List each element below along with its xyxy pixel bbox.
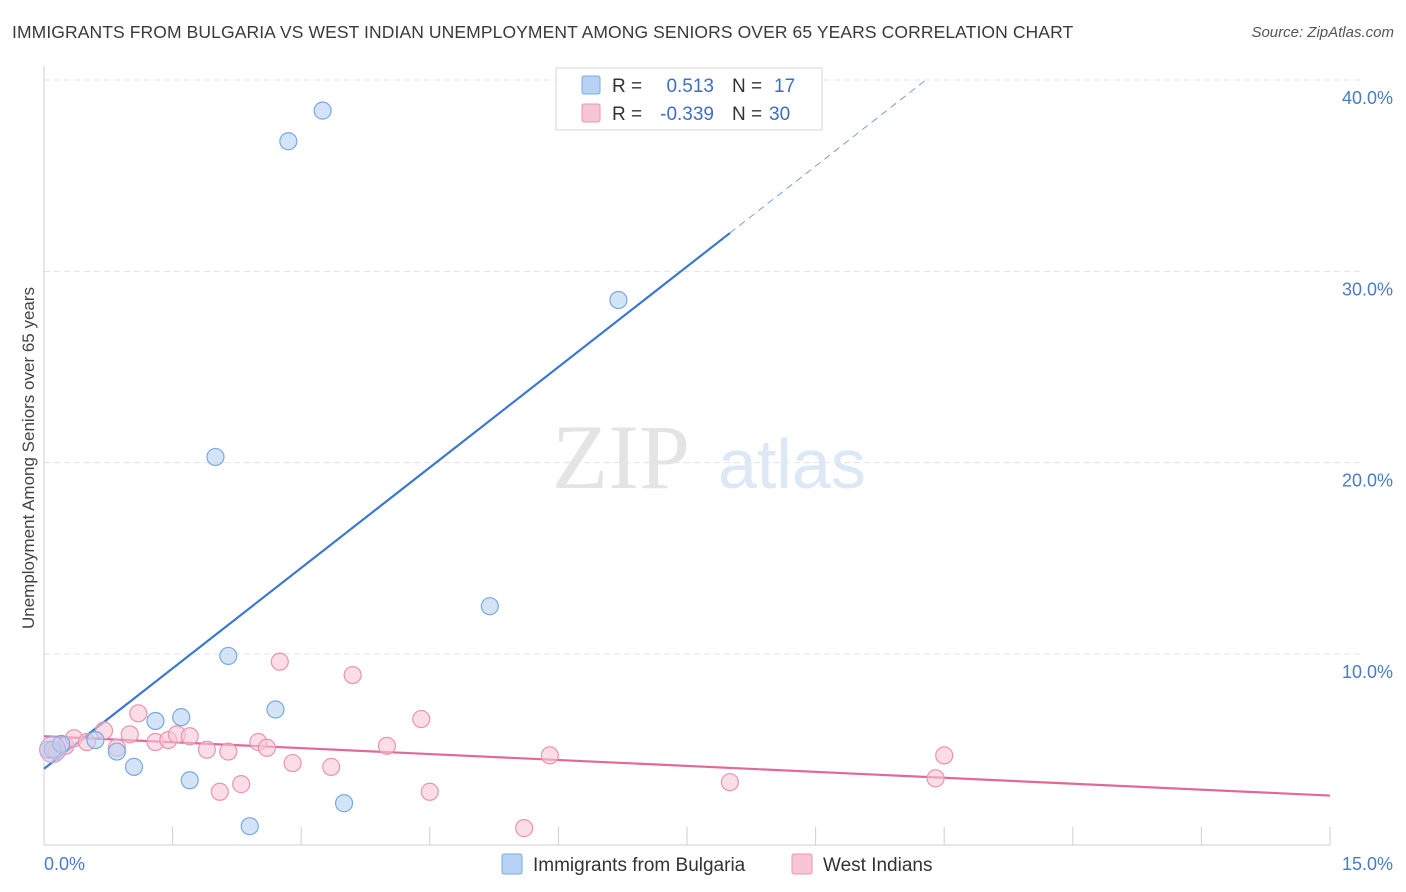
point-bulgaria-12 — [279, 132, 298, 151]
x-tick-label-0: 0.0% — [44, 854, 85, 874]
chart-title: IMMIGRANTS FROM BULGARIA VS WEST INDIAN … — [12, 22, 1074, 42]
watermark: ZIP atlas — [552, 406, 866, 508]
point-west-indians-8 — [129, 704, 148, 723]
legend-swatch-pink — [581, 103, 601, 123]
legend-n-label-1: N = — [732, 76, 762, 97]
watermark-atlas: atlas — [718, 425, 866, 503]
point-west-indians-13 — [197, 740, 216, 759]
watermark-zip: ZIP — [552, 406, 690, 508]
point-west-indians-15 — [219, 742, 238, 761]
point-west-indians-27 — [540, 746, 559, 765]
series-legend-label-blue: Immigrants from Bulgaria — [533, 855, 746, 876]
point-west-indians-20 — [270, 652, 289, 671]
point-bulgaria-10 — [240, 817, 259, 836]
point-bulgaria-16 — [609, 290, 628, 310]
legend-n-value-2: 30 — [769, 104, 790, 125]
legend-n-value-1: 17 — [774, 76, 795, 97]
series-legend-swatch-pink — [791, 853, 813, 875]
point-west-indians-19 — [283, 753, 302, 773]
point-bulgaria-3 — [107, 742, 126, 761]
point-west-indians-12 — [180, 727, 199, 746]
series-legend-swatch-blue — [501, 853, 523, 875]
point-west-indians-26 — [515, 819, 534, 838]
point-west-indians-16 — [232, 775, 251, 794]
series-legend: Immigrants from Bulgaria West Indians — [501, 853, 932, 876]
point-bulgaria-11 — [266, 700, 285, 719]
point-bulgaria-7 — [180, 771, 199, 790]
tick-labels: 10.0% 20.0% 30.0% 40.0% 0.0% 15.0% — [44, 88, 1393, 874]
y-tick-label-1: 20.0% — [1342, 471, 1393, 491]
point-bulgaria-4 — [124, 757, 144, 776]
point-bulgaria-14 — [334, 794, 354, 813]
point-bulgaria-15 — [480, 597, 499, 616]
point-cluster-origin — [39, 736, 67, 764]
chart-source: Source: ZipAtlas.com — [1251, 24, 1394, 41]
point-west-indians-18 — [257, 738, 277, 757]
point-west-indians-28 — [720, 773, 739, 792]
legend-swatch-blue — [581, 75, 601, 95]
point-bulgaria-5 — [146, 711, 165, 731]
axes — [43, 66, 1331, 846]
point-west-indians-29 — [926, 769, 945, 788]
point-bulgaria-13 — [313, 101, 332, 120]
point-bulgaria-9 — [219, 646, 238, 666]
point-west-indians-21 — [322, 757, 341, 776]
trend-line-blue-extension — [729, 78, 928, 234]
point-west-indians-30 — [935, 746, 954, 765]
legend-r-value-2: -0.339 — [660, 104, 714, 125]
y-tick-label-2: 30.0% — [1342, 279, 1393, 299]
point-west-indians-25 — [420, 782, 439, 801]
y-axis-title: Unemployment Among Seniors over 65 years — [19, 287, 38, 629]
point-bulgaria-8 — [206, 447, 225, 467]
series-legend-label-pink: West Indians — [823, 855, 932, 876]
point-west-indians-14 — [210, 782, 229, 801]
point-west-indians-23 — [377, 736, 397, 755]
point-bulgaria-2 — [86, 730, 105, 750]
x-tick-label-1: 15.0% — [1342, 854, 1393, 874]
trend-line-blue — [43, 232, 731, 770]
stats-legend: R = 0.513 N = 17 R = -0.339 N = 30 — [555, 67, 823, 131]
point-bulgaria-6 — [172, 708, 191, 727]
point-west-indians-7 — [120, 725, 139, 744]
legend-r-label-1: R = — [612, 76, 642, 97]
data-points — [39, 101, 954, 838]
y-tick-label-3: 40.0% — [1342, 88, 1393, 108]
point-west-indians-22 — [343, 665, 362, 685]
legend-r-label-2: R = — [612, 104, 642, 125]
legend-n-label-2: N = — [732, 104, 762, 125]
grid-lines — [44, 79, 1364, 655]
legend-r-value-1: 0.513 — [666, 76, 714, 97]
point-west-indians-24 — [412, 709, 431, 729]
y-tick-label-0: 10.0% — [1342, 662, 1393, 682]
